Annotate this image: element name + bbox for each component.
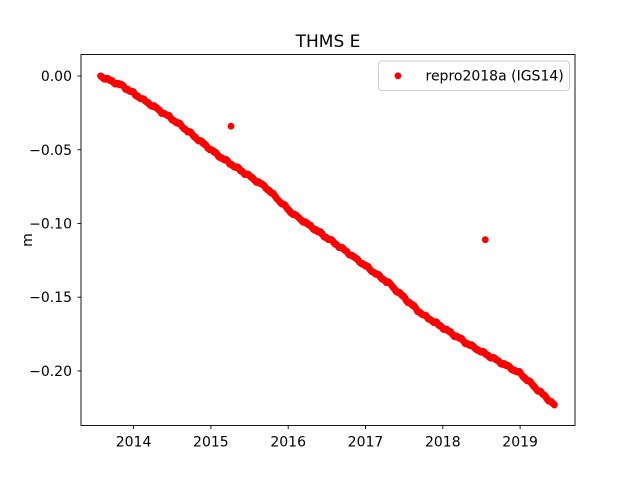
- y-tick-label: −0.10: [29, 216, 72, 232]
- x-tick-label: 2015: [193, 435, 229, 451]
- legend-box: [378, 60, 570, 91]
- outlier-point: [481, 236, 489, 244]
- x-tick-label: 2018: [425, 435, 461, 451]
- series-points: [97, 72, 558, 409]
- x-tick-label: 2017: [348, 435, 384, 451]
- plot-layer: 2014 2015 2016 2017 2018 2019 0.00 −0.05 −0.10 −0…: [29, 54, 576, 451]
- x-tick-label: 2019: [502, 435, 538, 451]
- x-tick-label: 2016: [270, 435, 306, 451]
- y-tick-label: −0.15: [29, 290, 72, 306]
- axes-frame: [80, 54, 576, 426]
- tick-labels: 2014 2015 2016 2017 2018 2019 0.00 −0.05 −0.10 −0…: [29, 69, 538, 450]
- legend: repro2018a (IGS14): [378, 60, 570, 91]
- y-tick-label: 0.00: [41, 69, 72, 85]
- chart-title: THMS E: [295, 32, 361, 52]
- legend-marker-dot: [394, 72, 402, 80]
- y-tick-label: −0.20: [29, 364, 72, 380]
- y-tick-label: −0.05: [29, 143, 72, 159]
- legend-label: repro2018a (IGS14): [426, 69, 564, 85]
- tick-marks: [77, 75, 521, 429]
- y-axis-label: m: [20, 233, 36, 247]
- x-tick-label: 2014: [116, 435, 152, 451]
- outlier-point: [227, 122, 235, 130]
